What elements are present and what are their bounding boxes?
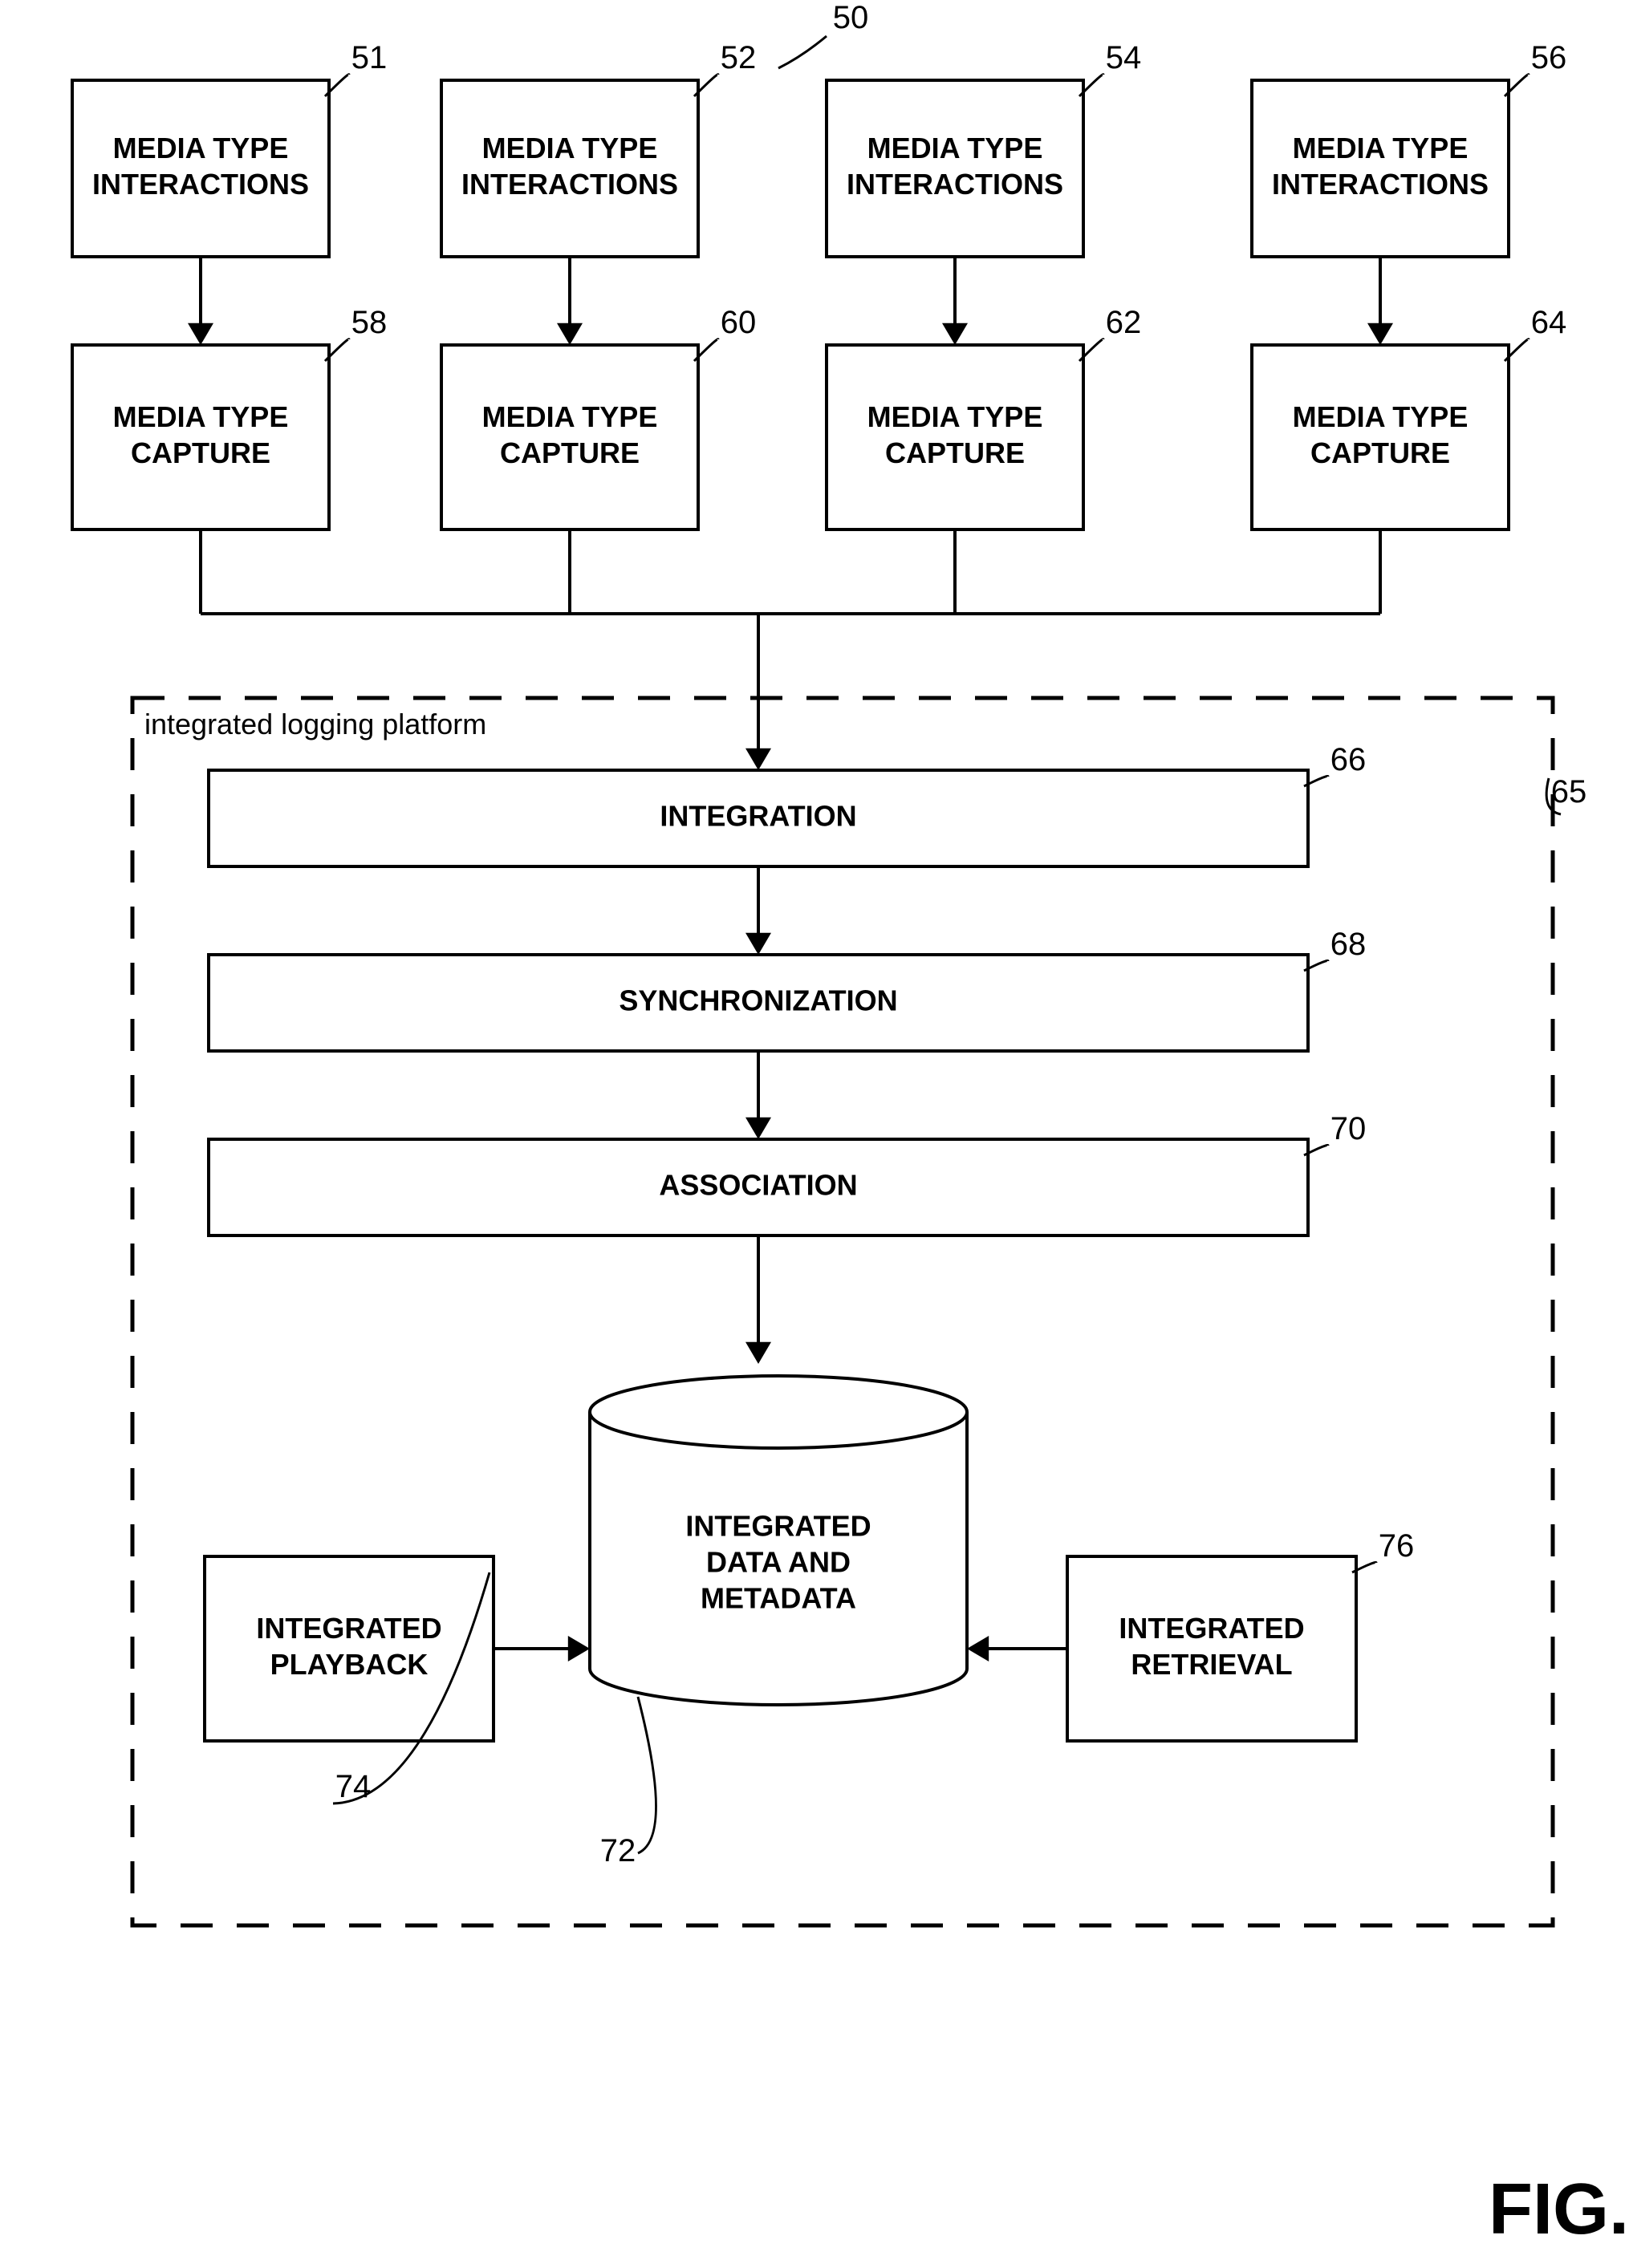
svg-text:integrated logging platform: integrated logging platform: [144, 708, 486, 740]
svg-text:70: 70: [1330, 1111, 1367, 1146]
figure-title: FIG. 2: [1489, 2169, 1625, 2250]
svg-text:56: 56: [1531, 40, 1567, 75]
svg-text:INTERACTIONS: INTERACTIONS: [92, 168, 309, 201]
svg-text:58: 58: [351, 305, 388, 340]
svg-text:66: 66: [1330, 742, 1367, 777]
svg-text:MEDIA TYPE: MEDIA TYPE: [867, 400, 1043, 433]
svg-text:CAPTURE: CAPTURE: [885, 436, 1025, 469]
svg-text:MEDIA TYPE: MEDIA TYPE: [867, 132, 1043, 164]
svg-text:60: 60: [721, 305, 757, 340]
svg-text:SYNCHRONIZATION: SYNCHRONIZATION: [619, 984, 897, 1017]
svg-text:MEDIA TYPE: MEDIA TYPE: [1293, 132, 1469, 164]
svg-text:CAPTURE: CAPTURE: [500, 436, 640, 469]
svg-text:64: 64: [1531, 305, 1567, 340]
svg-text:INTERACTIONS: INTERACTIONS: [461, 168, 678, 201]
svg-text:72: 72: [600, 1833, 636, 1868]
svg-text:ASSOCIATION: ASSOCIATION: [659, 1169, 857, 1202]
svg-text:52: 52: [721, 40, 757, 75]
svg-text:MEDIA TYPE: MEDIA TYPE: [113, 132, 289, 164]
svg-text:MEDIA TYPE: MEDIA TYPE: [482, 132, 658, 164]
svg-text:INTERACTIONS: INTERACTIONS: [1272, 168, 1489, 201]
svg-text:INTERACTIONS: INTERACTIONS: [847, 168, 1063, 201]
svg-text:MEDIA TYPE: MEDIA TYPE: [113, 400, 289, 433]
svg-text:MEDIA TYPE: MEDIA TYPE: [482, 400, 658, 433]
svg-text:50: 50: [833, 0, 869, 35]
diagram-canvas: MEDIA TYPE INTERACTIONS 51 MEDIA TYPE INTERA…: [0, 0, 1625, 2268]
svg-text:62: 62: [1106, 305, 1142, 340]
svg-text:51: 51: [351, 40, 388, 75]
svg-text:INTEGRATION: INTEGRATION: [660, 800, 856, 833]
svg-text:PLAYBACK: PLAYBACK: [270, 1648, 429, 1681]
svg-text:INTEGRATED: INTEGRATED: [1119, 1612, 1304, 1645]
svg-text:54: 54: [1106, 40, 1142, 75]
svg-text:MEDIA TYPE: MEDIA TYPE: [1293, 400, 1469, 433]
svg-text:INTEGRATED: INTEGRATED: [256, 1612, 441, 1645]
svg-text:65: 65: [1551, 774, 1587, 809]
svg-text:CAPTURE: CAPTURE: [131, 436, 270, 469]
svg-text:68: 68: [1330, 927, 1367, 962]
svg-text:DATA AND: DATA AND: [706, 1546, 851, 1579]
svg-text:INTEGRATED: INTEGRATED: [685, 1510, 871, 1543]
svg-text:METADATA: METADATA: [701, 1582, 856, 1615]
svg-text:76: 76: [1379, 1528, 1415, 1564]
svg-text:RETRIEVAL: RETRIEVAL: [1131, 1648, 1292, 1681]
svg-text:CAPTURE: CAPTURE: [1310, 436, 1450, 469]
